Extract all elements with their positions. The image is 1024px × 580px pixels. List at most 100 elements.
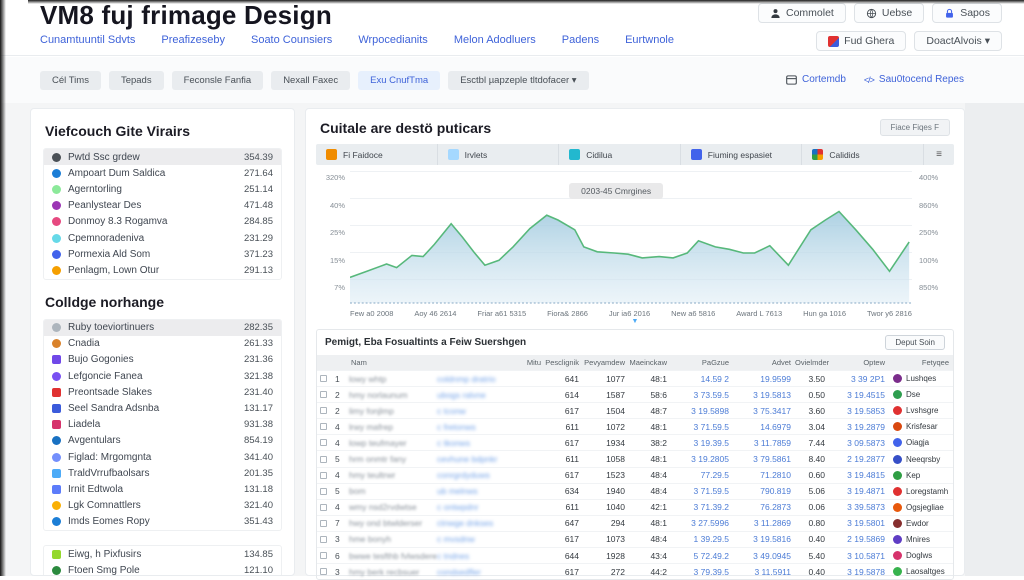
- row-checkbox[interactable]: [320, 503, 327, 511]
- row-link[interactable]: ctnwge dnkses: [437, 518, 494, 529]
- row-checkbox[interactable]: [320, 375, 327, 383]
- list-item[interactable]: Peanlystear Des 471.48: [44, 198, 281, 214]
- row-link[interactable]: coldnmp dratrio: [437, 373, 496, 384]
- row-link[interactable]: ubogs ralvne: [437, 389, 486, 400]
- list-item[interactable]: Cnadia 261.33: [44, 336, 281, 352]
- row-checkbox[interactable]: [320, 471, 327, 479]
- column-header[interactable]: Pevyamdew: [584, 358, 625, 367]
- chart-tab[interactable]: Calidids: [802, 144, 924, 165]
- table-row[interactable]: 2 hmy norlaunum ubogs ralvne 614 1587 58…: [317, 386, 953, 402]
- table-row[interactable]: 7 hwy ond btwlderser ctnwge dnkses 647 2…: [317, 514, 953, 531]
- filter-pill[interactable]: Feconsle Fanfia: [171, 71, 264, 90]
- chart-plot[interactable]: 0203-45 Cmrgines: [350, 171, 912, 306]
- range-button[interactable]: Fiace Fiqes F: [879, 119, 950, 136]
- row-checkbox[interactable]: [320, 407, 327, 415]
- list-item[interactable]: Ruby toeviortinuers 282.35: [44, 319, 281, 336]
- nav-item[interactable]: Cunamtuuntil Sdvts: [40, 34, 136, 46]
- row-link[interactable]: c fretonws: [437, 421, 476, 432]
- list-item[interactable]: Preontsade Slakes 231.40: [44, 384, 281, 400]
- table-row[interactable]: 4 hmy teultrwr conrgrdyduws 617 1523 48:…: [317, 466, 953, 483]
- doactalvois-dropdown[interactable]: DoactAlvois ▾: [914, 31, 1002, 51]
- row-link[interactable]: c tconw: [437, 405, 466, 416]
- row-link[interactable]: c tkonws: [437, 437, 471, 448]
- chart-pager-icon[interactable]: ▼: [631, 318, 639, 325]
- nav-item[interactable]: Eurtwnole: [625, 34, 674, 46]
- commolet-button[interactable]: Commolet: [758, 3, 846, 23]
- filter-pill[interactable]: Nexall Faxec: [271, 71, 351, 90]
- sapos-button[interactable]: Sapos: [932, 3, 1002, 23]
- list-item[interactable]: Donmoy 8.3 Rogamva 284.85: [44, 214, 281, 230]
- list-item[interactable]: Pwtd Ssc grdew 354.39: [44, 149, 281, 166]
- row-checkbox[interactable]: [320, 568, 327, 576]
- row-link[interactable]: c ontwpdnr: [437, 502, 479, 513]
- saustocend-repes-link[interactable]: </> Sau0tocend Repes: [863, 74, 964, 85]
- filter-pill[interactable]: Cél Tims: [40, 71, 101, 90]
- nav-item[interactable]: Padens: [561, 34, 600, 46]
- row-checkbox[interactable]: [320, 439, 327, 447]
- nav-item[interactable]: Melon Adodluers: [453, 34, 536, 46]
- table-row[interactable]: 4 lrwy mafrep c fretonws 611 1072 48:1 3…: [317, 418, 953, 434]
- table-row[interactable]: 4 lowp teufmayer c tkonws 617 1934 38:2 …: [317, 434, 953, 450]
- list-item[interactable]: Imds Eomes Ropy 351.43: [44, 514, 281, 530]
- column-header[interactable]: Optew: [863, 358, 885, 367]
- column-header[interactable]: Advet: [771, 358, 791, 367]
- column-header[interactable]: Nam: [351, 358, 367, 367]
- row-link[interactable]: cevhune bdpnkr: [437, 454, 498, 465]
- deput-soin-button[interactable]: Deput Soin: [885, 335, 945, 350]
- table-row[interactable]: 2 limy fonjlmp c tconw 617 1504 48:7 3 1…: [317, 402, 953, 418]
- table-row[interactable]: 1 lowy whtp coldnmp dratrio 641 1077 48:…: [317, 370, 953, 386]
- list-item[interactable]: Figlad: Mrgomgnta 341.40: [44, 449, 281, 465]
- list-item[interactable]: Ampoart Dum Saldica 271.64: [44, 165, 281, 181]
- list-item[interactable]: Irnit Edtwola 131.18: [44, 481, 281, 497]
- cortemdb-link[interactable]: Cortemdb: [786, 74, 846, 85]
- column-header[interactable]: PaGzue: [701, 358, 729, 367]
- list-item[interactable]: Ftoen Smg Pole 121.10: [44, 562, 281, 575]
- chart-tab[interactable]: Fi Faidoce: [316, 144, 438, 165]
- list-item[interactable]: TraldVrrufbaolsars 201.35: [44, 465, 281, 481]
- list-item[interactable]: Eiwg, h Pixfusirs 134.85: [44, 546, 281, 562]
- hamburger-menu-icon[interactable]: ≡: [936, 149, 942, 160]
- row-checkbox[interactable]: [320, 519, 327, 527]
- filter-pill[interactable]: Tepads: [108, 71, 164, 90]
- row-link[interactable]: c mvsdnw: [437, 534, 475, 545]
- list-item[interactable]: Liadela 931.38: [44, 417, 281, 433]
- uebse-button[interactable]: Uebse: [853, 3, 925, 23]
- chart-tab[interactable]: Fiuming espasiet: [681, 144, 803, 165]
- list-item[interactable]: Avgentulars 854.19: [44, 433, 281, 449]
- table-row[interactable]: 5 hrm onmtr fany cevhune bdpnkr 611 1058…: [317, 450, 953, 466]
- table-row[interactable]: 3 hmy berk recbsuer condsedfler 617 272 …: [317, 563, 953, 579]
- nav-item[interactable]: Soato Counsiers: [250, 34, 333, 46]
- column-header[interactable]: Mitu: [526, 358, 541, 367]
- row-link[interactable]: conrgrdyduws: [437, 470, 490, 481]
- table-row[interactable]: 3 hme bonyh c mvsdnw 617 1073 48:4 1 39.…: [317, 530, 953, 547]
- row-checkbox[interactable]: [320, 391, 327, 399]
- table-row[interactable]: 5 bom ub melnws 634 1940 48:4 3 71.59.5 …: [317, 482, 953, 499]
- nav-item[interactable]: Preafizeseby: [161, 34, 225, 46]
- chart-tab[interactable]: Cidilua: [559, 144, 681, 165]
- list-item[interactable]: Lefgoncie Fanea 321.38: [44, 368, 281, 384]
- column-header[interactable]: Fetyqee: [921, 358, 949, 367]
- row-link[interactable]: condsedfler: [437, 566, 481, 577]
- list-item[interactable]: Lgk Comnattlers 321.40: [44, 498, 281, 514]
- list-item[interactable]: Seel Sandra Adsnba 131.17: [44, 400, 281, 416]
- row-checkbox[interactable]: [320, 535, 327, 543]
- column-header[interactable]: Pesclignik: [545, 358, 579, 367]
- table-row[interactable]: 6 bwwe tesfthb fvlwsdere c tndnes 644 19…: [317, 547, 953, 563]
- row-checkbox[interactable]: [320, 423, 327, 431]
- column-header[interactable]: Ovielmderly: [795, 358, 829, 367]
- row-link[interactable]: c tndnes: [437, 550, 470, 561]
- fud-ghera-button[interactable]: Fud Ghera: [816, 31, 907, 51]
- list-item[interactable]: Cpemnoradeniva 231.29: [44, 230, 281, 246]
- list-item[interactable]: Pormexia Ald Som 371.23: [44, 246, 281, 262]
- row-link[interactable]: ub melnws: [437, 486, 478, 497]
- list-item[interactable]: Bujo Gogonies 231.36: [44, 352, 281, 368]
- list-item[interactable]: Agerntorling 251.14: [44, 181, 281, 197]
- filter-pill[interactable]: Exu CnufTma: [358, 71, 441, 90]
- row-checkbox[interactable]: [320, 487, 327, 495]
- column-header[interactable]: Maeinckaw: [629, 358, 667, 367]
- list-item[interactable]: Penlagm, Lown Otur 291.13: [44, 262, 281, 278]
- filter-pill[interactable]: Esctbl µapzeple tltdofacer ▾: [448, 71, 589, 90]
- row-checkbox[interactable]: [320, 552, 327, 560]
- row-checkbox[interactable]: [320, 455, 327, 463]
- chart-tab[interactable]: Irvlets: [438, 144, 560, 165]
